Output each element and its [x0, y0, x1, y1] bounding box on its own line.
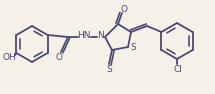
Text: Cl: Cl	[174, 64, 183, 74]
Text: HN: HN	[77, 31, 91, 41]
Text: N: N	[98, 31, 104, 41]
Text: S: S	[106, 66, 112, 75]
Text: OH: OH	[3, 53, 16, 61]
Text: O: O	[55, 53, 63, 61]
Text: O: O	[120, 5, 127, 14]
Text: S: S	[130, 44, 136, 53]
